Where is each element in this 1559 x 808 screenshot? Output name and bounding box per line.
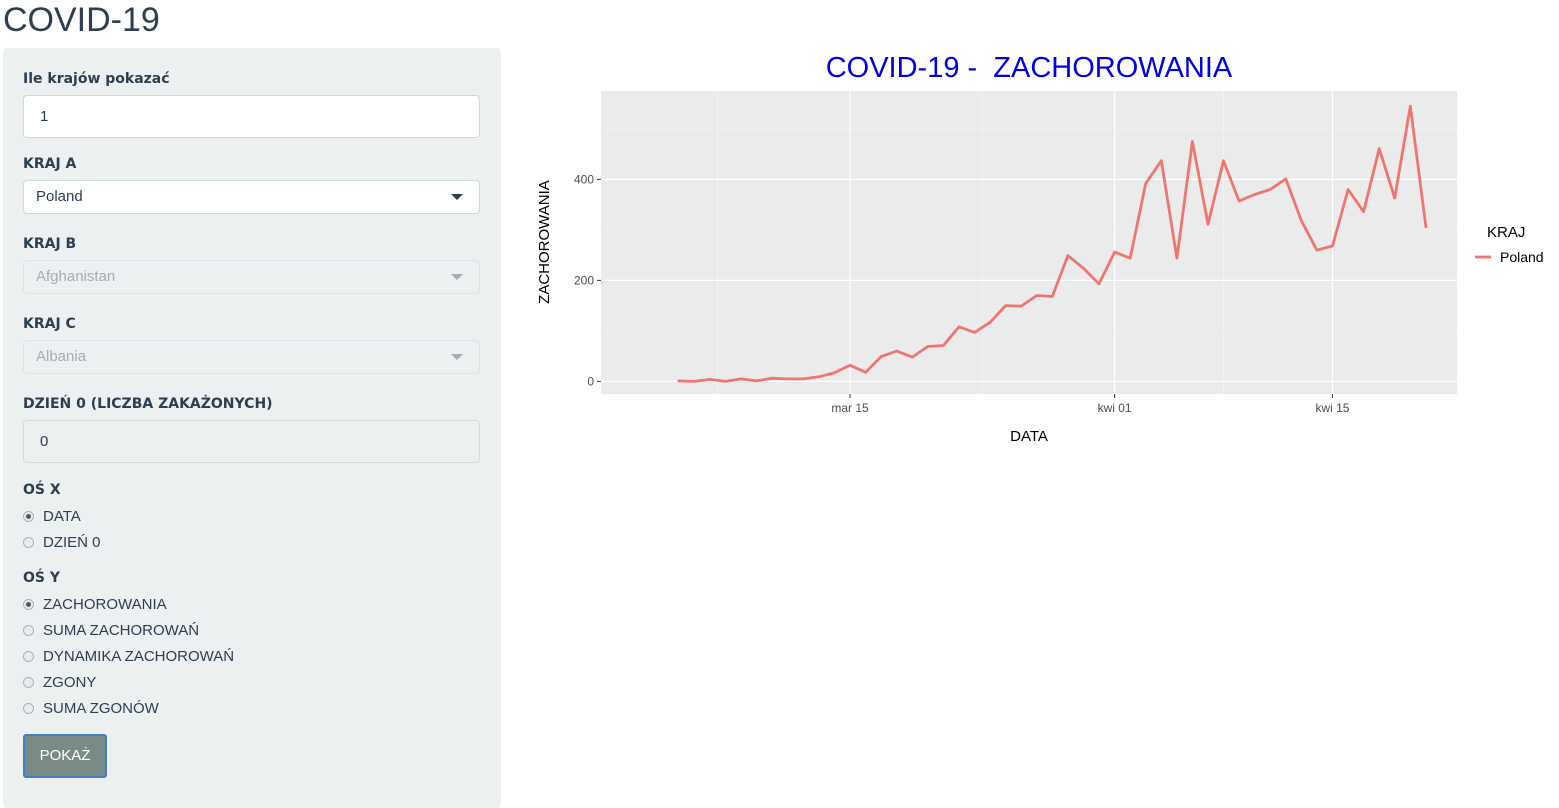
radio-checked-icon[interactable] bbox=[23, 598, 34, 610]
x-axis-option-day-zero[interactable]: DZIEŃ 0 bbox=[23, 532, 101, 552]
plot-panel bbox=[601, 91, 1457, 394]
radio-label: SUMA ZACHOROWAŃ bbox=[43, 621, 200, 639]
radio-label: ZACHOROWANIA bbox=[43, 595, 167, 613]
x-axis-option-date[interactable]: DATA bbox=[23, 506, 81, 526]
cases-chart: COVID-19 - ZACHOROWANIA 0 200 400 mar 15 kw… bbox=[536, 52, 1544, 445]
countries-count-input[interactable]: 1 bbox=[23, 95, 480, 138]
y-tick-label: 200 bbox=[574, 273, 594, 287]
x-axis-title: DATA bbox=[1010, 428, 1048, 445]
country-a-label: KRAJ A bbox=[23, 156, 77, 172]
country-c-label: KRAJ C bbox=[23, 316, 76, 332]
radio-label: DATA bbox=[43, 507, 81, 525]
series-line-poland bbox=[677, 104, 1428, 383]
y-tick-label: 0 bbox=[587, 374, 594, 388]
y-axis-option-total-cases[interactable]: SUMA ZACHOROWAŃ bbox=[23, 620, 199, 640]
radio-unchecked-icon[interactable] bbox=[23, 536, 34, 548]
y-axis-title: ZACHOROWANIA bbox=[536, 180, 553, 304]
countries-count-label: Ile krajów pokazać bbox=[23, 71, 170, 87]
app-title: COVID-19 bbox=[3, 1, 160, 39]
radio-unchecked-icon[interactable] bbox=[23, 650, 34, 662]
chart-title: COVID-19 - ZACHOROWANIA bbox=[826, 52, 1233, 84]
y-axis-option-total-deaths[interactable]: SUMA ZGONÓW bbox=[23, 698, 159, 718]
x-tick-label: kwi 15 bbox=[1315, 401, 1349, 415]
country-a-value: Poland bbox=[36, 188, 83, 205]
country-b-select[interactable]: Afghanistan bbox=[23, 260, 480, 294]
radio-label: SUMA ZGONÓW bbox=[43, 699, 159, 717]
chevron-down-icon bbox=[451, 194, 463, 200]
country-a-select[interactable]: Poland bbox=[23, 180, 480, 214]
country-c-value: Albania bbox=[36, 348, 87, 365]
legend-label-poland: Poland bbox=[1500, 249, 1544, 265]
y-axis-label: OŚ Y bbox=[23, 570, 60, 586]
chevron-down-icon bbox=[451, 274, 463, 280]
radio-label: DYNAMIKA ZACHOROWAŃ bbox=[43, 647, 235, 665]
x-tick-label: mar 15 bbox=[831, 401, 869, 415]
legend-title: KRAJ bbox=[1487, 224, 1525, 241]
country-c-select[interactable]: Albania bbox=[23, 340, 480, 374]
country-b-value: Afghanistan bbox=[36, 268, 116, 285]
x-axis-label: OŚ X bbox=[23, 482, 61, 498]
country-b-label: KRAJ B bbox=[23, 236, 77, 252]
show-button[interactable]: POKAŻ bbox=[23, 734, 107, 778]
sidebar-panel: Ile krajów pokazać 1 KRAJ A Poland KRAJ … bbox=[3, 48, 501, 808]
y-axis-option-deaths[interactable]: ZGONY bbox=[23, 672, 96, 692]
radio-label: DZIEŃ 0 bbox=[43, 533, 101, 551]
x-tick-label: kwi 01 bbox=[1098, 401, 1132, 415]
radio-unchecked-icon[interactable] bbox=[23, 624, 34, 636]
day-zero-input[interactable]: 0 bbox=[23, 420, 480, 463]
day-zero-label: DZIEŃ 0 (LICZBA ZAKAŻONYCH) bbox=[23, 396, 273, 412]
radio-unchecked-icon[interactable] bbox=[23, 676, 34, 688]
y-axis-option-cases[interactable]: ZACHOROWANIA bbox=[23, 594, 167, 614]
radio-checked-icon[interactable] bbox=[23, 510, 34, 522]
radio-unchecked-icon[interactable] bbox=[23, 702, 34, 714]
chevron-down-icon bbox=[451, 354, 463, 360]
radio-label: ZGONY bbox=[43, 673, 97, 691]
y-axis-option-dynamics[interactable]: DYNAMIKA ZACHOROWAŃ bbox=[23, 646, 234, 666]
y-tick-label: 400 bbox=[574, 172, 594, 186]
